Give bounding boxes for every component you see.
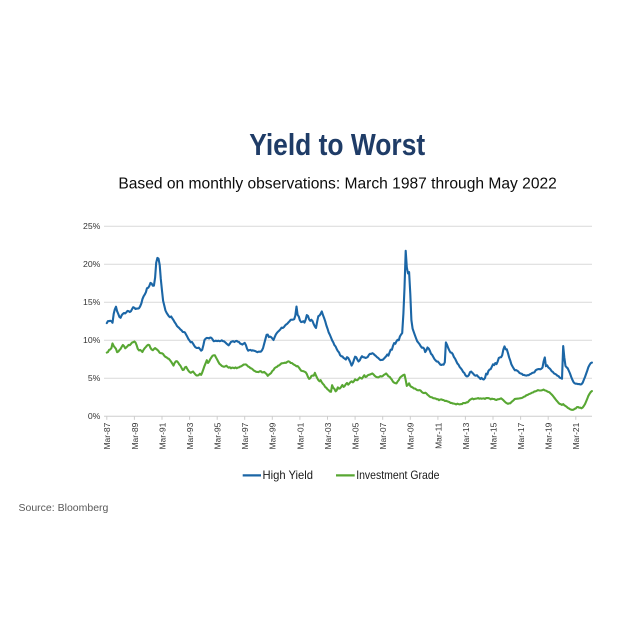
svg-text:High Yield: High Yield (263, 468, 314, 482)
svg-text:Mar-03: Mar-03 (323, 422, 333, 449)
svg-text:Mar-07: Mar-07 (378, 422, 388, 449)
svg-text:5%: 5% (88, 373, 101, 383)
svg-text:0%: 0% (88, 411, 101, 421)
svg-text:Mar-97: Mar-97 (240, 422, 250, 449)
svg-text:Mar-05: Mar-05 (351, 422, 361, 449)
svg-text:Mar-13: Mar-13 (461, 422, 471, 449)
svg-text:Mar-09: Mar-09 (406, 422, 416, 449)
svg-text:Mar-19: Mar-19 (544, 422, 554, 449)
svg-text:Mar-01: Mar-01 (295, 422, 305, 449)
svg-text:Mar-87: Mar-87 (102, 422, 112, 449)
svg-text:Mar-89: Mar-89 (130, 422, 140, 449)
svg-text:Mar-17: Mar-17 (516, 422, 526, 449)
svg-text:Source: Bloomberg: Source: Bloomberg (19, 502, 109, 514)
svg-text:Mar-95: Mar-95 (213, 422, 223, 449)
svg-text:Mar-15: Mar-15 (488, 422, 498, 449)
svg-text:Investment Grade: Investment Grade (356, 468, 440, 482)
svg-text:Mar-91: Mar-91 (157, 422, 167, 449)
svg-text:Yield to Worst: Yield to Worst (249, 127, 425, 162)
svg-text:10%: 10% (83, 335, 101, 345)
svg-text:15%: 15% (83, 297, 101, 307)
svg-text:20%: 20% (83, 259, 101, 269)
svg-text:Based on monthly observations:: Based on monthly observations: March 198… (118, 175, 557, 192)
svg-text:Mar-21: Mar-21 (571, 422, 581, 449)
svg-text:Mar-93: Mar-93 (185, 422, 195, 449)
svg-text:25%: 25% (83, 221, 101, 231)
svg-text:Mar-11: Mar-11 (433, 422, 443, 449)
svg-text:Mar-99: Mar-99 (268, 422, 278, 449)
